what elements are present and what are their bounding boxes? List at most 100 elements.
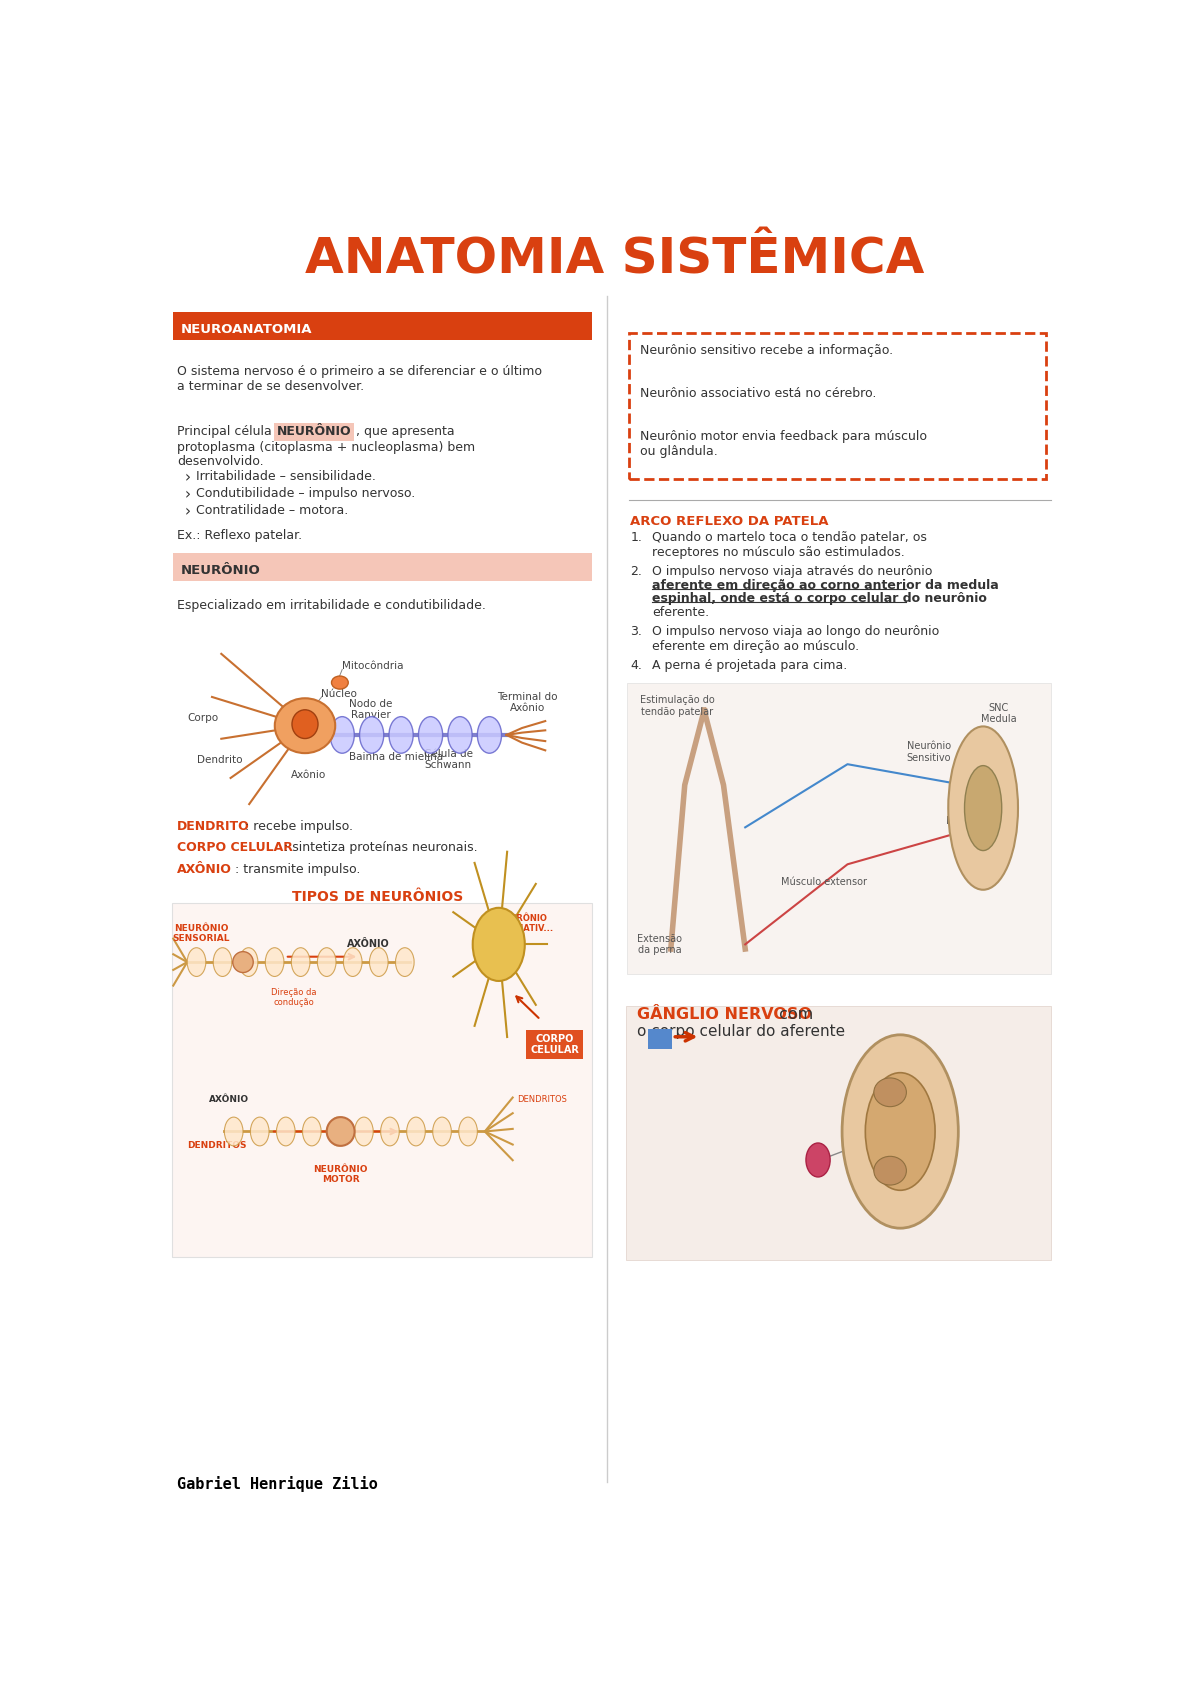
- Ellipse shape: [331, 675, 348, 689]
- Text: ARCO REFLEXO DA PATELA: ARCO REFLEXO DA PATELA: [630, 516, 829, 528]
- Ellipse shape: [865, 1073, 935, 1190]
- Text: protoplasma (citoplasma + nucleoplasma) bem: protoplasma (citoplasma + nucleoplasma) …: [178, 441, 475, 453]
- FancyBboxPatch shape: [626, 682, 1051, 974]
- Text: ›: ›: [185, 470, 191, 485]
- Ellipse shape: [292, 947, 310, 976]
- Text: Principal célula nervosa é o: Principal célula nervosa é o: [178, 426, 353, 438]
- Ellipse shape: [360, 716, 384, 753]
- Ellipse shape: [265, 947, 284, 976]
- FancyBboxPatch shape: [626, 1006, 1050, 1261]
- Ellipse shape: [317, 947, 336, 976]
- Text: NEURÔNIO
MOTOR: NEURÔNIO MOTOR: [313, 1164, 368, 1185]
- Text: 2.: 2.: [630, 565, 642, 577]
- Text: AXÔNIO: AXÔNIO: [209, 1095, 250, 1105]
- FancyBboxPatch shape: [648, 1028, 672, 1049]
- Ellipse shape: [389, 716, 413, 753]
- Text: Neurônio
Sensitivo: Neurônio Sensitivo: [907, 742, 952, 762]
- Text: ›: ›: [185, 487, 191, 502]
- Text: Neurônio
Motor: Neurônio Motor: [946, 816, 990, 837]
- Ellipse shape: [239, 947, 258, 976]
- Text: O impulso nervoso viaja ao longo do neurônio
eferente em direção ao músculo.: O impulso nervoso viaja ao longo do neur…: [653, 624, 940, 653]
- Ellipse shape: [478, 716, 502, 753]
- Text: NEURÔNIO
ASSOCIATIV...: NEURÔNIO ASSOCIATIV...: [490, 913, 554, 933]
- Text: Núcleo: Núcleo: [320, 689, 356, 699]
- Text: : transmite impulso.: : transmite impulso.: [235, 862, 360, 876]
- Ellipse shape: [330, 716, 354, 753]
- Text: : recebe impulso.: : recebe impulso.: [245, 820, 353, 833]
- Ellipse shape: [448, 716, 472, 753]
- Ellipse shape: [302, 1117, 322, 1145]
- Text: AXÔNIO: AXÔNIO: [178, 862, 232, 876]
- Text: Estimulação do
tendão patelar: Estimulação do tendão patelar: [640, 694, 714, 716]
- Ellipse shape: [965, 765, 1002, 850]
- Text: AXÔNIO: AXÔNIO: [347, 938, 390, 949]
- Text: NEURÔNIO: NEURÔNIO: [277, 426, 352, 438]
- Ellipse shape: [419, 716, 443, 753]
- Text: CORPO
CELULAR: CORPO CELULAR: [530, 1033, 578, 1056]
- Ellipse shape: [276, 1117, 295, 1145]
- Text: NEURÔNIO: NEURÔNIO: [181, 563, 260, 577]
- Text: espinhal, onde está o corpo celular do neurônio: espinhal, onde está o corpo celular do n…: [653, 592, 988, 606]
- Text: desenvolvido.: desenvolvido.: [178, 455, 264, 468]
- Ellipse shape: [396, 947, 414, 976]
- Text: O impulso nervoso viaja através do neurônio: O impulso nervoso viaja através do neurô…: [653, 565, 932, 577]
- Ellipse shape: [458, 1117, 478, 1145]
- Text: GÂNGLIO NERVOSO: GÂNGLIO NERVOSO: [637, 1006, 811, 1022]
- Text: 1.: 1.: [630, 531, 642, 545]
- Text: , que apresenta: , que apresenta: [355, 426, 455, 438]
- Ellipse shape: [874, 1078, 906, 1106]
- Circle shape: [473, 908, 524, 981]
- Text: Gabriel Henrique Zilio: Gabriel Henrique Zilio: [178, 1476, 378, 1492]
- Text: Neurônio motor envia feedback para músculo
ou glândula.: Neurônio motor envia feedback para múscu…: [640, 429, 926, 458]
- Circle shape: [806, 1144, 830, 1178]
- Text: Corpo: Corpo: [187, 713, 218, 723]
- Text: Bainha de mielina: Bainha de mielina: [349, 752, 444, 762]
- Ellipse shape: [275, 697, 335, 753]
- FancyBboxPatch shape: [173, 553, 592, 580]
- Text: Quando o martelo toca o tendão patelar, os
receptores no músculo são estimulados: Quando o martelo toca o tendão patelar, …: [653, 531, 928, 558]
- Ellipse shape: [948, 726, 1018, 889]
- Text: Extensão
da perna: Extensão da perna: [637, 933, 683, 955]
- FancyBboxPatch shape: [629, 333, 1046, 479]
- Text: DENDRITOS: DENDRITOS: [187, 1142, 247, 1151]
- Text: aferente em direção ao corno anterior da medula: aferente em direção ao corno anterior da…: [653, 579, 998, 592]
- Text: Nodo de
Ranvier: Nodo de Ranvier: [349, 699, 392, 720]
- Text: Axônio: Axônio: [292, 770, 326, 781]
- FancyBboxPatch shape: [173, 312, 592, 339]
- Ellipse shape: [326, 1117, 355, 1145]
- Text: O sistema nervoso é o primeiro a se diferenciar e o último
a terminar de se dese: O sistema nervoso é o primeiro a se dife…: [178, 365, 542, 394]
- Text: TIPOS DE NEURÔNIOS: TIPOS DE NEURÔNIOS: [293, 891, 463, 905]
- Text: eferente.: eferente.: [653, 606, 709, 619]
- Text: Especializado em irritabilidade e condutibilidade.: Especializado em irritabilidade e condut…: [178, 599, 486, 611]
- Ellipse shape: [874, 1156, 906, 1185]
- Text: Neurônio sensitivo recebe a informação.: Neurônio sensitivo recebe a informação.: [640, 344, 893, 356]
- Ellipse shape: [433, 1117, 451, 1145]
- Ellipse shape: [329, 1117, 347, 1145]
- Text: Terminal do
Axônio: Terminal do Axônio: [497, 692, 558, 713]
- Ellipse shape: [214, 947, 232, 976]
- Text: A perna é projetada para cima.: A perna é projetada para cima.: [653, 658, 847, 672]
- Ellipse shape: [355, 1117, 373, 1145]
- Ellipse shape: [187, 947, 206, 976]
- Text: DENDRITO: DENDRITO: [178, 820, 250, 833]
- Text: Direção da
condução: Direção da condução: [271, 988, 317, 1006]
- Text: Contratilidade – motora.: Contratilidade – motora.: [197, 504, 349, 518]
- Ellipse shape: [370, 947, 388, 976]
- Text: NEUROANATOMIA: NEUROANATOMIA: [181, 322, 312, 336]
- Text: DENDRITOS: DENDRITOS: [517, 1095, 568, 1105]
- Text: Ex.: Reflexo patelar.: Ex.: Reflexo patelar.: [178, 528, 302, 541]
- Text: Dendrito: Dendrito: [197, 755, 242, 765]
- Text: ›: ›: [185, 504, 191, 519]
- Ellipse shape: [842, 1035, 959, 1229]
- Ellipse shape: [224, 1117, 242, 1145]
- Text: CORPO CELULAR: CORPO CELULAR: [178, 842, 293, 854]
- Text: Célula de
Schwann: Célula de Schwann: [424, 748, 473, 770]
- Ellipse shape: [233, 952, 253, 972]
- Ellipse shape: [407, 1117, 425, 1145]
- Text: NEURÔNIO
SENSORIAL: NEURÔNIO SENSORIAL: [173, 923, 230, 944]
- Text: Irritabilidade – sensibilidade.: Irritabilidade – sensibilidade.: [197, 470, 377, 484]
- Text: : sintetiza proteínas neuronais.: : sintetiza proteínas neuronais.: [284, 842, 478, 854]
- FancyBboxPatch shape: [172, 903, 592, 1257]
- Text: Condutibilidade – impulso nervoso.: Condutibilidade – impulso nervoso.: [197, 487, 415, 501]
- Text: o corpo celular do aferente: o corpo celular do aferente: [637, 1025, 845, 1040]
